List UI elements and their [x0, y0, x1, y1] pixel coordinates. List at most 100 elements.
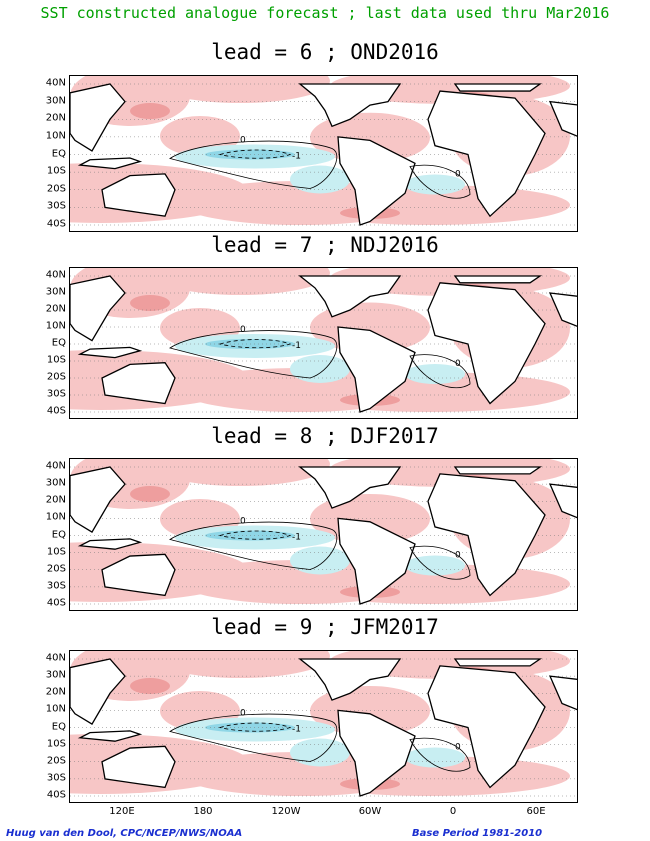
- map-panel-lead6: 0 0 -1: [69, 75, 578, 232]
- cool-patch-southeast-pacific: [290, 546, 350, 575]
- zero-contour-layer: [169, 521, 471, 580]
- figure-title: SST constructed analogue forecast ; last…: [40, 4, 610, 22]
- warm-strong-patch: [130, 486, 170, 502]
- asia-outline: [70, 275, 126, 342]
- lat-label: 20N: [45, 494, 66, 506]
- lon-label-120w: 120W: [271, 806, 301, 817]
- lat-label: 40N: [45, 460, 66, 472]
- cool-patch-south-atlantic: [405, 364, 465, 384]
- europe-outline: [453, 466, 543, 475]
- lat-label: 40S: [46, 218, 66, 230]
- lon-label-0: 0: [449, 806, 457, 817]
- contour-label-minus-one: -1: [292, 152, 301, 162]
- lat-label: 20N: [45, 112, 66, 124]
- asia-outline: [70, 83, 126, 152]
- lat-label: 10N: [45, 320, 66, 332]
- cool-patch-south-atlantic: [405, 747, 465, 768]
- lat-label: 40N: [45, 77, 66, 89]
- land-layer: [70, 466, 577, 605]
- lat-label: 30S: [46, 200, 66, 212]
- warm-strong-patch: [130, 678, 170, 694]
- minus-one-contour: [218, 530, 292, 540]
- panel-title-lead8: lead = 8 ; DJF2017: [211, 424, 439, 448]
- north-america-outline: [298, 275, 402, 318]
- lat-label: 20N: [45, 303, 66, 315]
- north-america-outline: [298, 658, 402, 701]
- zero-contour-layer: [169, 140, 471, 199]
- credit-author: Huug van den Dool, CPC/NCEP/NWS/NOAA: [6, 828, 243, 839]
- cool-patch-southeast-pacific: [290, 165, 350, 194]
- warm-patch: [150, 76, 330, 103]
- indonesia-outline: [77, 538, 143, 550]
- lat-label: 30S: [46, 772, 66, 784]
- panel-title-lead7: lead = 7 ; NDJ2016: [211, 233, 439, 257]
- lat-label: 20S: [46, 371, 66, 383]
- minus-one-contour: [218, 722, 292, 732]
- cool-patch-southeast-pacific: [290, 738, 350, 767]
- lat-label: 10S: [46, 165, 66, 177]
- lat-label: 10S: [46, 546, 66, 558]
- zero-contour-atlantic: [409, 737, 471, 772]
- contour-label-zero: 0: [240, 709, 246, 719]
- map-panel-lead9: 0 0 -1: [69, 650, 578, 803]
- arabia-outline: [548, 483, 577, 519]
- lat-label: 10N: [45, 511, 66, 523]
- north-america-outline: [298, 83, 402, 128]
- africa-outline: [427, 90, 546, 218]
- contour-label-zero: 0: [455, 170, 461, 180]
- land-layer: [70, 275, 577, 413]
- lat-label: 40N: [45, 652, 66, 664]
- zero-contour-pacific: [169, 713, 338, 762]
- arabia-outline: [548, 675, 577, 711]
- australia-outline: [101, 745, 176, 789]
- africa-outline: [427, 282, 546, 405]
- zero-contour-atlantic: [409, 545, 471, 580]
- lat-label: 10S: [46, 738, 66, 750]
- north-america-outline: [298, 466, 402, 509]
- contour-label-zero: 0: [240, 325, 246, 335]
- contour-label-zero: 0: [455, 359, 461, 369]
- sst-map-0: 0 0 -1: [70, 76, 577, 226]
- warm-patch: [150, 651, 330, 678]
- land-layer: [70, 83, 577, 226]
- land-layer: [70, 658, 577, 797]
- lat-label: EQ: [51, 721, 66, 732]
- lat-label: 40S: [46, 405, 66, 417]
- contour-label-zero: 0: [240, 136, 246, 146]
- lon-label-120e: 120E: [109, 806, 135, 817]
- minus-one-contour: [218, 339, 292, 349]
- credit-base-period: Base Period 1981-2010: [412, 828, 543, 839]
- lat-label: 30N: [45, 286, 66, 298]
- south-america-outline: [337, 709, 416, 797]
- contour-label-minus-one: -1: [292, 341, 301, 351]
- africa-outline: [427, 665, 546, 789]
- lat-label: 10S: [46, 354, 66, 366]
- lat-label: 40S: [46, 789, 66, 801]
- cool-patch-south-atlantic: [405, 555, 465, 576]
- lat-label: 20N: [45, 686, 66, 698]
- map-panel-lead8: 0 0 -1: [69, 458, 578, 611]
- lat-label: 20S: [46, 755, 66, 767]
- lat-label: 30N: [45, 477, 66, 489]
- arabia-outline: [548, 100, 577, 137]
- asia-outline: [70, 658, 126, 725]
- zero-contour-pacific: [169, 330, 338, 379]
- lat-label: EQ: [51, 337, 66, 349]
- lat-label: 10N: [45, 130, 66, 142]
- zero-contour-pacific: [169, 521, 338, 570]
- panel-title-lead9: lead = 9 ; JFM2017: [211, 615, 439, 639]
- map-panel-lead7: 0 0 -1: [69, 267, 578, 419]
- south-america-outline: [337, 136, 416, 226]
- indonesia-outline: [77, 157, 143, 170]
- indonesia-outline: [77, 346, 143, 359]
- sst-map-2: 0 0 -1: [70, 459, 577, 605]
- lon-label-60e: 60E: [526, 806, 546, 817]
- warm-patch: [150, 268, 330, 295]
- panel-title-lead6: lead = 6 ; OND2016: [211, 40, 439, 64]
- sst-map-3: 0 0 -1: [70, 651, 577, 797]
- europe-outline: [453, 83, 543, 92]
- lon-label-180: 180: [193, 806, 213, 817]
- indonesia-outline: [77, 730, 143, 742]
- sst-map-1: 0 0 -1: [70, 268, 577, 413]
- warm-strong-patch: [130, 103, 170, 119]
